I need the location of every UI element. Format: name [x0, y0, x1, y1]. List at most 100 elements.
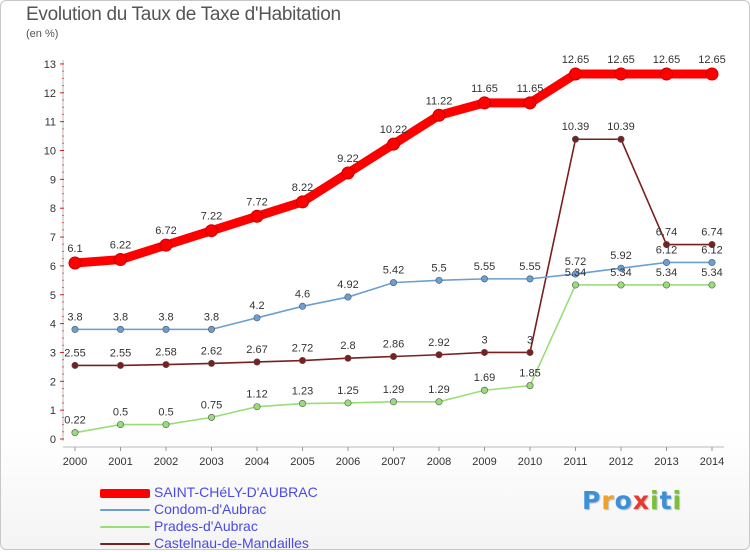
data-point: [478, 96, 491, 110]
data-point: [617, 264, 625, 272]
x-tick-label: 2002: [154, 456, 178, 468]
logo-letter: x: [632, 486, 650, 515]
data-point: [208, 413, 216, 421]
y-tick-label: 1: [50, 405, 56, 417]
x-tick-label: 2005: [290, 456, 314, 468]
data-point: [298, 400, 306, 408]
series-3: [71, 135, 716, 369]
data-label: 5.34: [656, 267, 677, 279]
data-point: [526, 275, 534, 283]
logo-letter: t: [659, 486, 673, 515]
y-tick-label: 7: [50, 232, 56, 244]
series-1: [71, 258, 716, 333]
data-point: [705, 67, 719, 81]
data-label: 3.8: [204, 311, 219, 323]
y-tick-label: 13: [44, 59, 56, 71]
data-label: 4.2: [249, 300, 264, 312]
data-label: 1.25: [337, 385, 358, 397]
data-label: 5.55: [474, 261, 495, 273]
data-point: [68, 256, 82, 270]
y-tick-label: 8: [50, 203, 56, 215]
data-point: [298, 302, 306, 310]
x-tick-label: 2008: [427, 456, 451, 468]
data-label: 12.65: [653, 54, 681, 66]
x-tick-label: 2013: [654, 456, 678, 468]
data-point: [298, 357, 306, 365]
data-label: 1.85: [519, 368, 540, 380]
data-point: [344, 293, 352, 301]
data-point: [344, 399, 352, 407]
y-tick-label: 12: [44, 88, 56, 100]
data-label: 11.65: [471, 83, 498, 95]
data-label: 4.6: [295, 288, 310, 300]
data-label: 0.22: [64, 415, 85, 427]
data-label: 1.12: [246, 389, 267, 401]
data-label: 3.8: [113, 311, 128, 323]
data-label: 7.72: [246, 196, 267, 208]
data-label: 1.69: [474, 372, 495, 384]
y-tick-label: 6: [50, 261, 56, 273]
data-point: [162, 421, 170, 429]
data-label: 6.22: [110, 240, 131, 252]
data-label: 6.74: [656, 227, 677, 239]
data-point: [117, 361, 125, 369]
data-label: 12.65: [607, 54, 635, 66]
data-point: [432, 108, 446, 122]
data-label: 6.12: [656, 244, 677, 256]
y-tick-label: 9: [50, 174, 56, 186]
data-label: 12.65: [562, 54, 590, 66]
data-point: [205, 224, 218, 238]
legend-swatch: [100, 526, 150, 528]
data-point: [435, 398, 443, 406]
x-tick-label: 2010: [518, 456, 542, 468]
data-point: [341, 166, 355, 180]
data-point: [344, 354, 352, 362]
data-label: 1.29: [428, 384, 449, 396]
data-point: [617, 135, 625, 143]
data-label: 11.65: [517, 83, 544, 95]
data-point: [114, 253, 127, 267]
data-point: [662, 281, 670, 289]
data-label: 5.92: [610, 250, 631, 262]
data-point: [162, 325, 170, 333]
x-tick-label: 2014: [700, 456, 724, 468]
data-point: [162, 361, 170, 369]
data-point: [480, 348, 488, 356]
data-label: 10.22: [380, 124, 408, 136]
series-2: [71, 281, 716, 437]
data-label: 10.39: [562, 121, 590, 133]
y-tick-label: 4: [50, 319, 56, 331]
data-point: [660, 67, 673, 81]
data-label: 3: [527, 334, 533, 346]
data-point: [708, 281, 716, 289]
data-label: 2.62: [201, 345, 222, 357]
legend-label: Condom-d'Aubrac: [154, 501, 267, 517]
x-tick-label: 2003: [199, 456, 223, 468]
data-point: [389, 398, 397, 406]
data-point: [208, 359, 216, 367]
logo-letter: i: [650, 486, 660, 515]
x-tick-label: 2011: [564, 456, 588, 468]
data-label: 3: [481, 334, 487, 346]
data-label: 2.55: [110, 347, 131, 359]
data-point: [435, 276, 443, 284]
data-point: [571, 270, 579, 278]
x-tick-label: 2006: [336, 456, 360, 468]
x-tick-label: 2004: [245, 456, 269, 468]
data-point: [71, 361, 79, 369]
data-point: [571, 135, 579, 143]
data-point: [117, 421, 125, 429]
data-labels-layer: 6.1 6.22 6.72 7.22 7.72 8.22 9.22 10.22 11.22 11.…: [64, 54, 725, 427]
legend-swatch: [100, 489, 150, 498]
legend-label: SAINT-CHéLY-D'AUBRAC: [154, 484, 318, 500]
x-tick-label: 2012: [609, 456, 633, 468]
x-tick-label: 2001: [108, 456, 132, 468]
data-label: 1.29: [383, 384, 404, 396]
data-label: 2.67: [246, 344, 267, 356]
data-label: 2.72: [292, 343, 313, 355]
data-point: [208, 325, 216, 333]
data-point: [662, 258, 670, 266]
data-point: [159, 238, 173, 252]
